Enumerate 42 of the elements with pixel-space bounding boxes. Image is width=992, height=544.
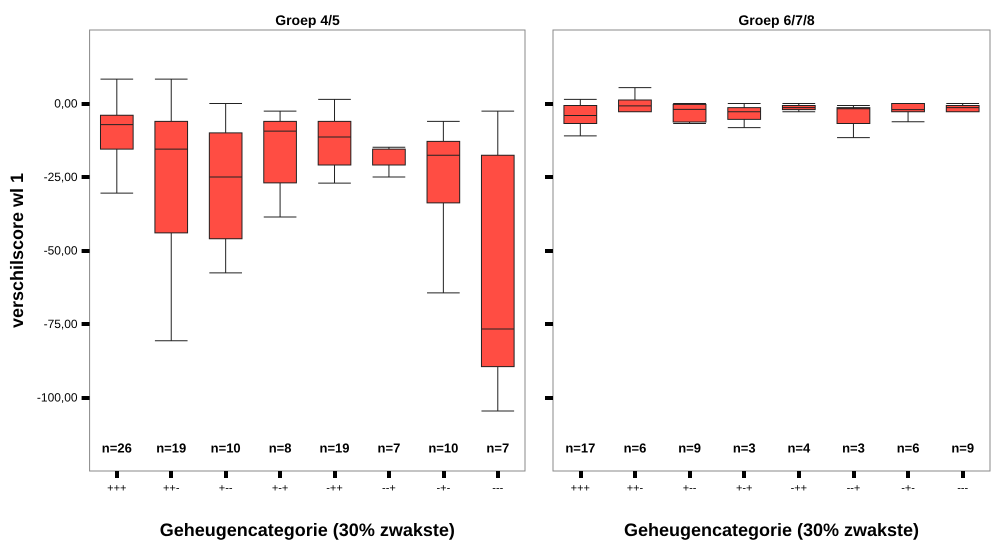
x-tick-label: -+- [436,482,451,494]
annotation: n=10 [210,440,241,456]
x-tick-label: +++ [107,482,126,494]
annotation: n=17 [565,440,596,456]
x-tick-label: +-+ [736,482,752,494]
annotation: n=9 [951,440,974,456]
annotation: n=6 [896,440,920,456]
annotation: n=8 [268,440,292,456]
x-axis-title: Geheugencategorie (30% zwakste) [624,520,920,540]
x-tick-label: +-- [218,482,233,494]
x-tick-label: -++ [326,482,343,494]
x-tick-label: ++- [162,482,180,494]
y-tick-label: -25,00 [44,170,78,184]
annotation: n=3 [732,440,756,456]
annotation: n=6 [624,440,646,456]
annotation: n=9 [678,440,701,456]
x-tick-label: -+- [901,482,916,494]
annotation: n=10 [428,440,458,456]
annotation: n=3 [842,440,865,456]
x-tick-label: +++ [570,482,590,494]
x-tick-label: -++ [790,482,808,494]
annotation: n=7 [378,440,400,456]
x-tick-label: --+ [382,482,396,494]
x-tick-label: +-+ [272,482,288,494]
annotation: n=7 [486,440,510,456]
annotation: n=26 [102,440,132,456]
x-axis-title: Geheugencategorie (30% zwakste) [160,520,455,540]
annotation: n=19 [320,440,350,456]
x-tick-label: --+ [846,482,860,494]
y-tick-label: -75,00 [44,317,78,331]
x-tick-label: --- [492,482,504,494]
y-tick-label: -100,00 [36,390,78,404]
y-axis-title: verschilscore wl 1 [7,172,27,328]
y-tick-label: 0,00 [54,96,78,110]
chart-title: Groep 6/7/8 [738,12,815,28]
x-tick-label: --- [957,482,969,494]
y-tick-label: -50,00 [44,244,78,258]
annotation: n=19 [156,440,186,456]
annotation: n=4 [787,440,811,456]
x-tick-label: ++- [626,482,644,494]
chart-title: Groep 4/5 [275,12,340,28]
x-tick-label: +-- [682,482,697,494]
